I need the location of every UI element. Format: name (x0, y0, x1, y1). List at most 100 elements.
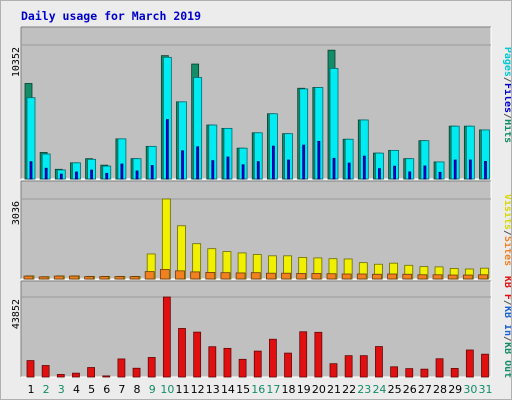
bar-visits-day-10 (161, 198, 171, 280)
bar-sites-day-14 (220, 272, 231, 280)
panel-2-max-label: 3036 (11, 201, 22, 225)
chart-title: Daily usage for March 2019 (21, 9, 202, 23)
bar-kb-f-day-18 (284, 352, 292, 378)
x-tick-label-day-24: 24 (372, 383, 386, 396)
legend-panel-2: Visits/Sites (502, 194, 511, 266)
x-tick-label-day-13: 13 (206, 383, 220, 396)
bar-pages-day-18 (287, 159, 290, 180)
bar-kb-f-day-9 (147, 357, 156, 378)
x-tick-label-day-2: 2 (43, 383, 50, 396)
bar-pages-day-6 (105, 172, 109, 180)
bar-kb-f-day-30 (465, 349, 474, 378)
bar-kb-f-day-27 (420, 368, 429, 378)
bar-kb-f-day-25 (390, 366, 399, 378)
bar-kb-f-day-3 (56, 374, 65, 378)
bar-sites-day-16 (250, 272, 261, 280)
legend-entry-: / (502, 336, 511, 342)
bar-kb-f-day-6 (102, 375, 111, 378)
x-tick-label-day-30: 30 (463, 383, 477, 396)
legend-entry-: / (502, 77, 511, 83)
bar-kb-f-day-15 (238, 358, 247, 378)
bar-sites-day-7 (114, 276, 125, 280)
bar-sites-day-2 (38, 276, 49, 280)
bar-sites-day-27 (417, 274, 428, 280)
bar-kb-f-day-22 (344, 355, 353, 378)
bar-sites-day-18 (281, 272, 291, 280)
bar-sites-day-29 (447, 274, 458, 280)
bar-pages-day-20 (317, 140, 321, 180)
bar-sites-day-31 (478, 274, 488, 280)
bar-kb-f-day-13 (208, 346, 217, 378)
bar-kb-f-day-24 (375, 346, 383, 378)
legend-entry-files: Files (502, 83, 511, 113)
bar-pages-day-7 (120, 163, 124, 180)
bar-pages-day-28 (438, 171, 442, 180)
bar-pages-day-5 (90, 169, 93, 180)
bar-pages-day-15 (241, 164, 245, 180)
bar-pages-day-4 (75, 171, 78, 180)
bar-pages-day-16 (256, 161, 260, 180)
x-tick-label-day-27: 27 (418, 383, 432, 396)
bar-pages-day-19 (302, 144, 306, 180)
bar-pages-day-31 (484, 160, 487, 180)
legend-panel-1: Pages/Files/Hits (502, 47, 511, 143)
x-tick-label-day-21: 21 (327, 383, 341, 396)
bar-pages-day-8 (135, 170, 139, 180)
bar-sites-day-20 (311, 273, 322, 280)
x-tick-label-day-5: 5 (88, 383, 95, 396)
legend-entry-kb-in: KB In (502, 306, 511, 336)
bar-kb-f-day-16 (253, 350, 262, 378)
bar-kb-f-day-4 (72, 372, 80, 378)
bar-sites-day-21 (326, 273, 337, 280)
bar-pages-day-2 (44, 167, 48, 180)
x-tick-label-day-17: 17 (266, 383, 280, 396)
bar-pages-day-26 (408, 171, 412, 180)
bar-kb-f-day-29 (450, 368, 459, 378)
bar-pages-day-1 (29, 161, 33, 180)
legend-entry-: / (502, 300, 511, 306)
bar-kb-f-day-19 (299, 331, 308, 378)
bar-sites-day-17 (265, 272, 276, 280)
bar-kb-f-day-14 (223, 347, 232, 378)
bar-sites-day-10 (159, 269, 170, 280)
bar-kb-f-day-17 (268, 338, 277, 378)
x-tick-label-day-7: 7 (118, 383, 125, 396)
bar-sites-day-6 (99, 276, 110, 280)
bar-kb-f-day-7 (117, 358, 126, 378)
bar-pages-day-10 (165, 119, 169, 180)
bar-sites-day-1 (23, 275, 34, 280)
bar-sites-day-28 (432, 274, 443, 280)
bar-sites-day-5 (84, 276, 94, 280)
legend-entry-kb-out: KB Out (502, 342, 511, 378)
bar-pages-day-22 (347, 162, 351, 180)
x-tick-label-day-31: 31 (479, 383, 493, 396)
x-tick-label-day-22: 22 (342, 383, 356, 396)
bar-pages-day-11 (181, 150, 184, 180)
x-tick-label-day-20: 20 (312, 383, 326, 396)
bar-kb-f-day-20 (314, 331, 323, 378)
bar-sites-day-4 (69, 275, 79, 280)
x-tick-label-day-18: 18 (282, 383, 296, 396)
bar-sites-day-22 (341, 273, 352, 280)
x-tick-label-day-29: 29 (448, 383, 462, 396)
x-tick-label-day-1: 1 (28, 383, 35, 396)
x-tick-label-day-9: 9 (149, 383, 156, 396)
legend-entry-hits: Hits (502, 119, 511, 143)
bar-kb-f-day-23 (359, 355, 368, 378)
x-tick-label-day-12: 12 (191, 383, 205, 396)
bar-kb-f-day-28 (435, 358, 444, 378)
bar-kb-f-day-10 (162, 296, 171, 378)
bar-pages-day-13 (211, 160, 215, 180)
bar-sites-day-15 (235, 272, 246, 280)
bar-kb-f-day-5 (87, 367, 95, 378)
bar-sites-day-8 (129, 276, 140, 280)
bar-pages-day-24 (378, 168, 381, 180)
bar-kb-f-day-21 (329, 363, 338, 378)
legend-entry-kb-f: KB F (502, 276, 511, 300)
bar-sites-day-3 (53, 275, 64, 280)
bar-pages-day-30 (468, 159, 472, 180)
bar-sites-day-13 (205, 272, 216, 280)
bar-sites-day-11 (175, 270, 185, 280)
x-tick-label-day-26: 26 (403, 383, 417, 396)
x-tick-label-day-8: 8 (134, 383, 141, 396)
